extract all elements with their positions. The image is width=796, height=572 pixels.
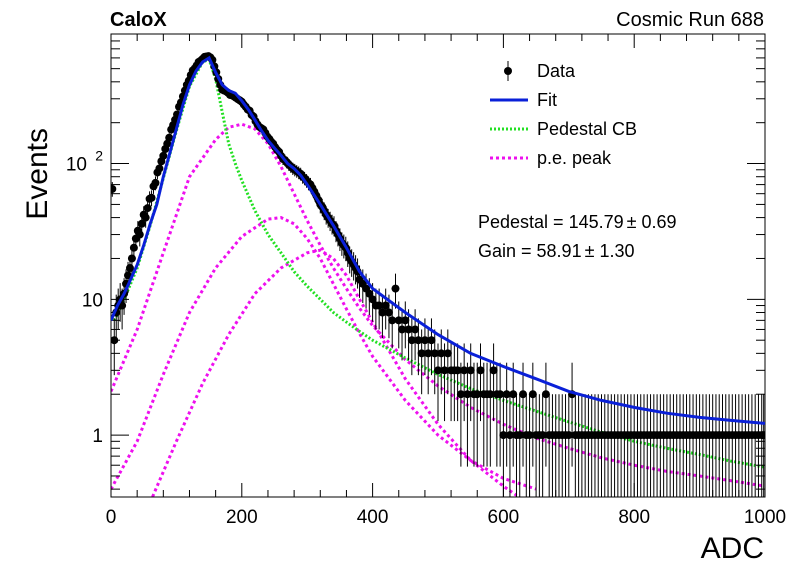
data-point — [476, 366, 485, 375]
pe-peak-curve-1 — [111, 122, 765, 488]
data-point — [509, 390, 518, 399]
legend: Data Fit Pedestal CB p.e. peak — [490, 61, 637, 168]
data-point — [463, 390, 472, 399]
pe-peak-curve-2 — [111, 216, 537, 491]
data-point — [127, 254, 136, 263]
data-point — [151, 178, 160, 187]
pedestal-cb-curve — [112, 57, 765, 469]
legend-label: p.e. peak — [537, 148, 612, 168]
fit-annotations: Pedestal = 145.79 ± 0.69 Gain = 58.91 ± 1.3… — [478, 212, 677, 261]
data-point — [440, 366, 449, 375]
data-point — [125, 264, 134, 273]
data-point — [417, 349, 426, 358]
fit-result-1: Gain = 58.91 ± 1.30 — [478, 241, 635, 261]
pe-peak-curve-3 — [150, 248, 518, 497]
y-tick-label: 1 — [92, 426, 103, 447]
data-point — [165, 133, 174, 142]
data-point — [378, 308, 387, 317]
data-point — [143, 204, 152, 213]
x-tick-label: 200 — [226, 507, 258, 528]
x-axis-title: ADC — [701, 532, 764, 565]
axis-ticks: 0 200 400 600 800 1000 1 10 10 2 — [66, 33, 786, 528]
x-tick-label: 600 — [488, 507, 520, 528]
legend-label: Data — [537, 61, 576, 81]
data-point — [398, 325, 407, 334]
experiment-label: CaloX — [110, 9, 167, 31]
data-point — [564, 431, 573, 440]
data-point — [538, 431, 547, 440]
data-point — [111, 184, 117, 193]
data-point — [147, 193, 156, 202]
data-point — [502, 390, 511, 399]
data-point — [135, 230, 144, 239]
data-point — [411, 325, 420, 334]
data-point — [541, 390, 550, 399]
data-point — [496, 390, 505, 399]
y-tick-exponent: 2 — [95, 148, 103, 164]
data-point — [384, 308, 393, 317]
fit-curve — [111, 55, 765, 425]
data-point — [466, 366, 475, 375]
data-point — [407, 336, 416, 345]
data-point — [515, 431, 524, 440]
data-point — [141, 213, 150, 222]
data-point — [499, 431, 508, 440]
data-point — [420, 336, 429, 345]
y-tick-label: 10 — [66, 155, 87, 176]
y-axis-title: Events — [21, 128, 54, 220]
data-point — [473, 390, 482, 399]
data-point — [453, 366, 462, 375]
data-point — [430, 349, 439, 358]
legend-label: Pedestal CB — [537, 119, 637, 139]
data-point — [437, 349, 446, 358]
data-point — [519, 390, 528, 399]
data-point — [456, 390, 465, 399]
data-point — [460, 366, 469, 375]
data-point — [427, 336, 436, 345]
data-point — [388, 316, 397, 325]
run-label: Cosmic Run 688 — [616, 9, 764, 31]
data-point — [528, 390, 537, 399]
data-point — [489, 366, 498, 375]
y-tick-label: 10 — [82, 290, 103, 311]
data-point — [394, 316, 403, 325]
fit-result-0: Pedestal = 145.79 ± 0.69 — [478, 212, 677, 232]
data-point — [525, 431, 534, 440]
data-points-layer — [111, 52, 765, 497]
data-point — [129, 243, 138, 252]
x-tick-label: 800 — [618, 507, 650, 528]
data-point — [443, 349, 452, 358]
data-point — [434, 366, 442, 375]
data-point — [391, 284, 400, 293]
x-tick-label: 1000 — [744, 507, 786, 528]
data-point — [424, 349, 433, 358]
data-point — [368, 295, 377, 304]
data-point — [375, 301, 384, 310]
x-tick-label: 400 — [357, 507, 389, 528]
plot-frame — [110, 33, 766, 498]
data-point — [486, 390, 495, 399]
data-point — [155, 164, 164, 173]
data-point — [159, 151, 168, 160]
data-point — [404, 325, 413, 334]
data-point — [414, 336, 423, 345]
data-point — [505, 431, 514, 440]
data-point — [401, 316, 410, 325]
x-tick-label: 0 — [106, 507, 117, 528]
legend-marker-data — [504, 67, 512, 75]
data-point — [381, 301, 390, 310]
legend-label: Fit — [537, 90, 557, 110]
curves-layer — [111, 57, 765, 497]
